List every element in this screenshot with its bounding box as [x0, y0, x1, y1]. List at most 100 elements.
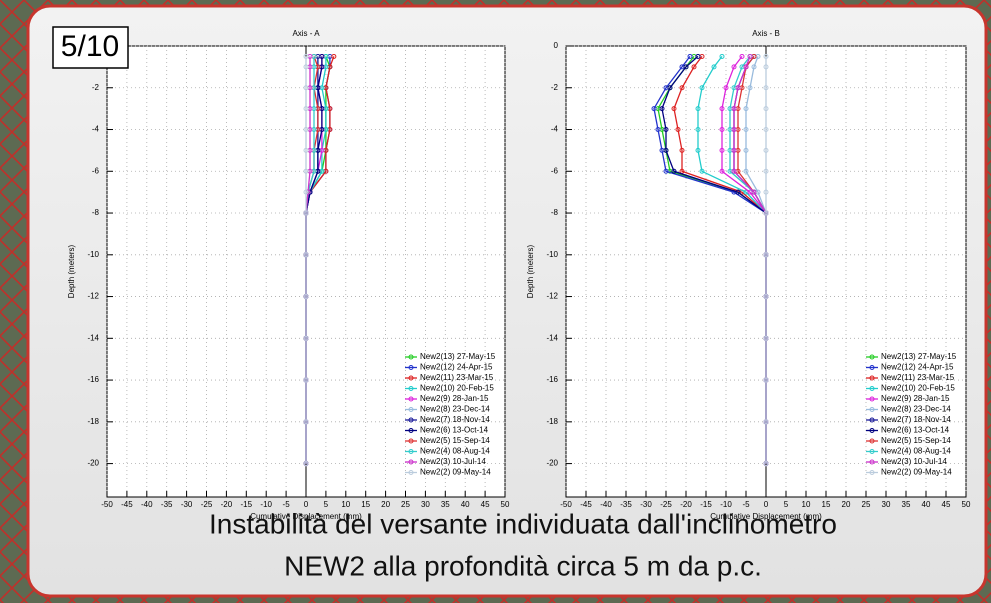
x-tick-label: -15: [700, 500, 712, 509]
legend-marker: [408, 470, 414, 475]
data-point: [331, 53, 337, 59]
legend-marker: [408, 428, 414, 433]
data-point: [763, 335, 769, 341]
data-point: [743, 147, 749, 153]
data-point: [763, 252, 769, 258]
data-point: [303, 64, 309, 70]
legend-label: New2(12) 24-Apr-15: [420, 363, 493, 372]
x-tick-label: 40: [922, 500, 931, 509]
y-axis-label: Depth (meters): [526, 244, 535, 298]
legend-label: New2(3) 10-Jul-14: [881, 457, 947, 466]
data-point: [731, 147, 737, 153]
y-axis-label: Depth (meters): [67, 244, 76, 298]
x-tick-label: -35: [620, 500, 632, 509]
x-tick-label: -50: [101, 500, 113, 509]
data-point: [675, 127, 681, 133]
data-point: [763, 147, 769, 153]
x-tick-label: 0: [304, 500, 309, 509]
x-tick-label: -40: [141, 500, 153, 509]
y-tick-label: -20: [87, 459, 99, 468]
legend-label: New2(5) 15-Sep-14: [420, 436, 490, 445]
data-point: [731, 127, 737, 133]
legend-label: New2(4) 08-Aug-14: [881, 447, 951, 456]
y-tick-label: -10: [546, 250, 558, 259]
data-point: [663, 147, 669, 153]
y-tick-label: -4: [92, 125, 100, 134]
x-axis-label: Cumulative Displacement (mm): [710, 512, 822, 521]
y-tick-label: -12: [87, 292, 99, 301]
data-point: [303, 335, 309, 341]
data-point: [763, 53, 769, 59]
legend-marker: [869, 386, 875, 391]
y-tick-label: -4: [551, 125, 559, 134]
data-point: [735, 85, 741, 91]
x-tick-label: 10: [341, 500, 350, 509]
data-point: [679, 147, 685, 153]
x-tick-label: -5: [283, 500, 291, 509]
data-point: [739, 53, 745, 59]
legend-marker: [408, 396, 414, 402]
x-tick-label: 20: [381, 500, 390, 509]
data-point: [695, 53, 701, 59]
data-point: [303, 252, 309, 258]
x-tick-label: 45: [942, 500, 951, 509]
x-tick-label: 30: [421, 500, 430, 509]
chart-title: Axis - A: [292, 29, 320, 38]
data-point: [747, 85, 753, 91]
y-tick-label: -12: [546, 292, 558, 301]
data-point: [763, 189, 769, 195]
legend-label: New2(8) 23-Dec-14: [420, 405, 490, 414]
legend-label: New2(6) 13-Oct-14: [881, 426, 950, 435]
data-point: [655, 127, 661, 133]
x-tick-label: -10: [260, 500, 272, 509]
legend-label: New2(12) 24-Apr-15: [881, 363, 954, 372]
data-point: [763, 461, 769, 467]
x-tick-label: -25: [660, 500, 672, 509]
legend-marker: [869, 470, 875, 475]
legend-marker: [408, 459, 414, 465]
data-point: [303, 106, 309, 112]
x-tick-label: 10: [802, 500, 811, 509]
data-point: [319, 53, 325, 59]
legend-label: New2(3) 10-Jul-14: [420, 457, 486, 466]
legend-label: New2(11) 23-Mar-15: [420, 373, 494, 382]
legend-marker: [408, 407, 414, 412]
legend-marker: [408, 354, 414, 360]
data-point: [699, 85, 705, 91]
x-tick-label: 5: [784, 500, 789, 509]
data-point: [731, 64, 737, 70]
x-tick-label: -30: [181, 500, 193, 509]
data-point: [763, 294, 769, 300]
data-point: [695, 147, 701, 153]
data-point: [303, 189, 309, 195]
legend-label: New2(7) 18-Nov-14: [420, 415, 490, 424]
x-tick-label: 25: [401, 500, 410, 509]
x-tick-label: -30: [640, 500, 652, 509]
x-tick-label: -25: [201, 500, 213, 509]
x-tick-label: -45: [580, 500, 592, 509]
legend-marker: [408, 386, 414, 391]
legend-marker: [869, 428, 875, 433]
y-tick-label: -2: [92, 83, 100, 92]
data-point: [303, 294, 309, 300]
x-tick-label: -50: [560, 500, 572, 509]
data-point: [719, 106, 725, 112]
data-point: [663, 127, 669, 133]
data-point: [303, 461, 309, 467]
legend-marker: [408, 438, 414, 444]
y-tick-label: -14: [87, 333, 99, 342]
legend-label: New2(13) 27-May-15: [420, 352, 496, 361]
data-point: [303, 127, 309, 133]
x-tick-label: 40: [461, 500, 470, 509]
data-point: [763, 377, 769, 383]
data-point: [763, 106, 769, 112]
data-point: [695, 106, 701, 112]
data-point: [303, 53, 309, 59]
x-tick-label: 45: [481, 500, 490, 509]
x-tick-label: -20: [221, 500, 233, 509]
data-point: [719, 53, 725, 59]
data-point: [719, 127, 725, 133]
y-tick-label: -8: [551, 208, 559, 217]
legend-marker: [408, 375, 414, 381]
legend-marker: [408, 449, 414, 454]
